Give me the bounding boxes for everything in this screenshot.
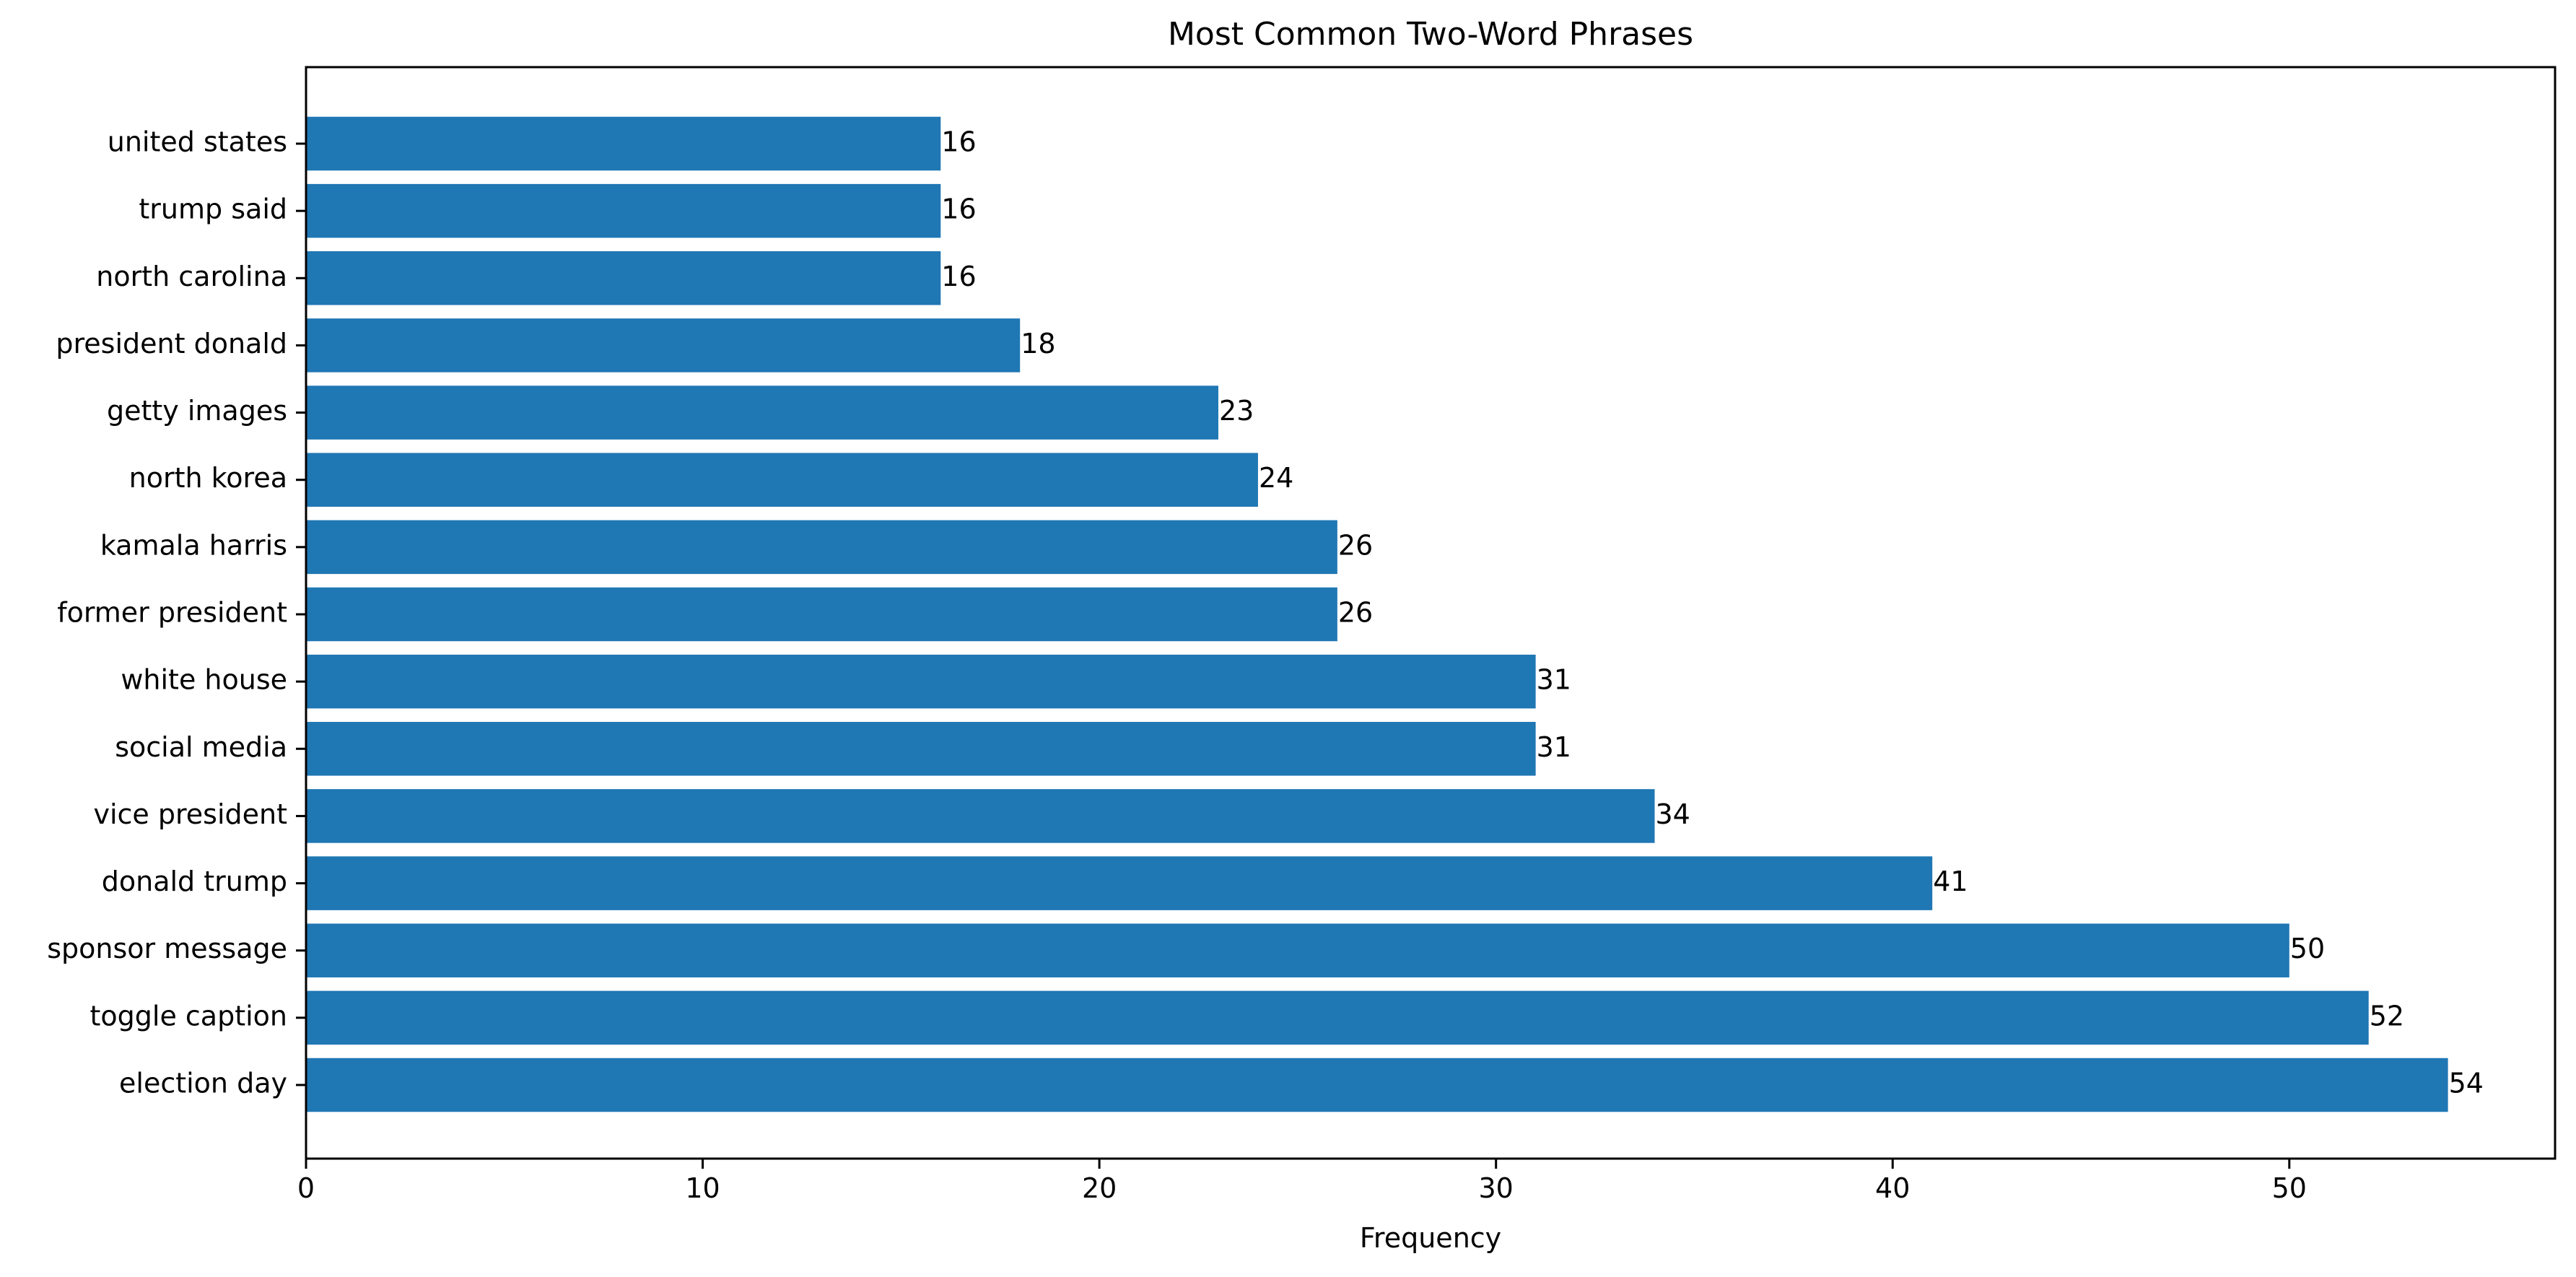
- data-label-trump-said: 16: [941, 193, 976, 225]
- bar-sponsor-message: [306, 923, 2289, 977]
- data-label-toggle-caption: 52: [2370, 1000, 2404, 1032]
- y-tick-label-social-media: social media: [115, 731, 287, 763]
- plot-frame: [305, 66, 2557, 1160]
- data-label-getty-images: 23: [1219, 395, 1254, 427]
- y-tick-label-sponsor-message: sponsor message: [47, 933, 287, 964]
- data-label-vice-president: 34: [1656, 798, 1690, 830]
- data-label-president-donald: 18: [1021, 328, 1055, 359]
- bar-white-house: [306, 654, 1536, 709]
- x-tick-label-20: 20: [1082, 1172, 1117, 1204]
- y-tick-label-toggle-caption: toggle caption: [90, 1000, 288, 1032]
- data-label-white-house: 31: [1537, 664, 1571, 696]
- y-tick-label-former-president: former president: [57, 597, 287, 629]
- bar-trump-said: [306, 183, 941, 238]
- bar-toggle-caption: [306, 990, 2369, 1045]
- y-tick-label-president-donald: president donald: [56, 328, 287, 359]
- y-tick-label-kamala-harris: kamala harris: [100, 529, 287, 561]
- data-label-election-day: 54: [2449, 1068, 2484, 1099]
- bar-president-donald: [306, 318, 1021, 372]
- y-tick-label-getty-images: getty images: [107, 395, 287, 427]
- data-label-former-president: 26: [1338, 597, 1373, 629]
- data-label-sponsor-message: 50: [2290, 933, 2325, 964]
- y-tick-label-north-carolina: north carolina: [96, 261, 287, 292]
- data-label-united-states: 16: [941, 126, 976, 158]
- bar-united-states: [306, 116, 941, 171]
- bar-vice-president: [306, 789, 1655, 843]
- y-tick-label-north-korea: north korea: [129, 462, 287, 494]
- bar-labels-group: 54 52 50 41 34 31 31 26 26 24 23 18 16 16 16: [941, 126, 2484, 1099]
- data-label-donald-trump: 41: [1933, 866, 1968, 897]
- x-tick-label-30: 30: [1478, 1172, 1513, 1204]
- bar-getty-images: [306, 385, 1218, 440]
- data-label-kamala-harris: 26: [1338, 529, 1373, 561]
- chart-title: Most Common Two-Word Phrases: [1168, 16, 1693, 53]
- y-tick-label-trump-said: trump said: [139, 193, 287, 225]
- x-axis-ticks: 0 10 20 30 40 50: [297, 1159, 2307, 1204]
- y-tick-label-united-states: united states: [108, 126, 287, 158]
- data-label-social-media: 31: [1537, 731, 1571, 763]
- bar-social-media: [306, 722, 1536, 776]
- x-tick-label-40: 40: [1875, 1172, 1910, 1204]
- x-tick-label-0: 0: [297, 1172, 315, 1204]
- y-tick-label-donald-trump: donald trump: [102, 866, 287, 897]
- bar-north-korea: [306, 453, 1258, 507]
- bar-donald-trump: [306, 856, 1933, 910]
- y-tick-label-election-day: election day: [119, 1068, 287, 1099]
- bar-kamala-harris: [306, 520, 1337, 575]
- x-tick-label-10: 10: [685, 1172, 720, 1204]
- bar-former-president: [306, 587, 1337, 642]
- y-axis-ticks: election day toggle caption sponsor messag…: [47, 126, 306, 1099]
- bar-north-carolina: [306, 251, 941, 305]
- x-axis-label: Frequency: [1360, 1222, 1501, 1254]
- bar-election-day: [306, 1058, 2448, 1112]
- bars-group: [306, 116, 2448, 1112]
- y-tick-label-white-house: white house: [121, 664, 287, 696]
- x-tick-label-50: 50: [2272, 1172, 2307, 1204]
- data-label-north-korea: 24: [1259, 462, 1293, 494]
- y-tick-label-vice-president: vice president: [93, 798, 287, 830]
- data-label-north-carolina: 16: [941, 261, 976, 292]
